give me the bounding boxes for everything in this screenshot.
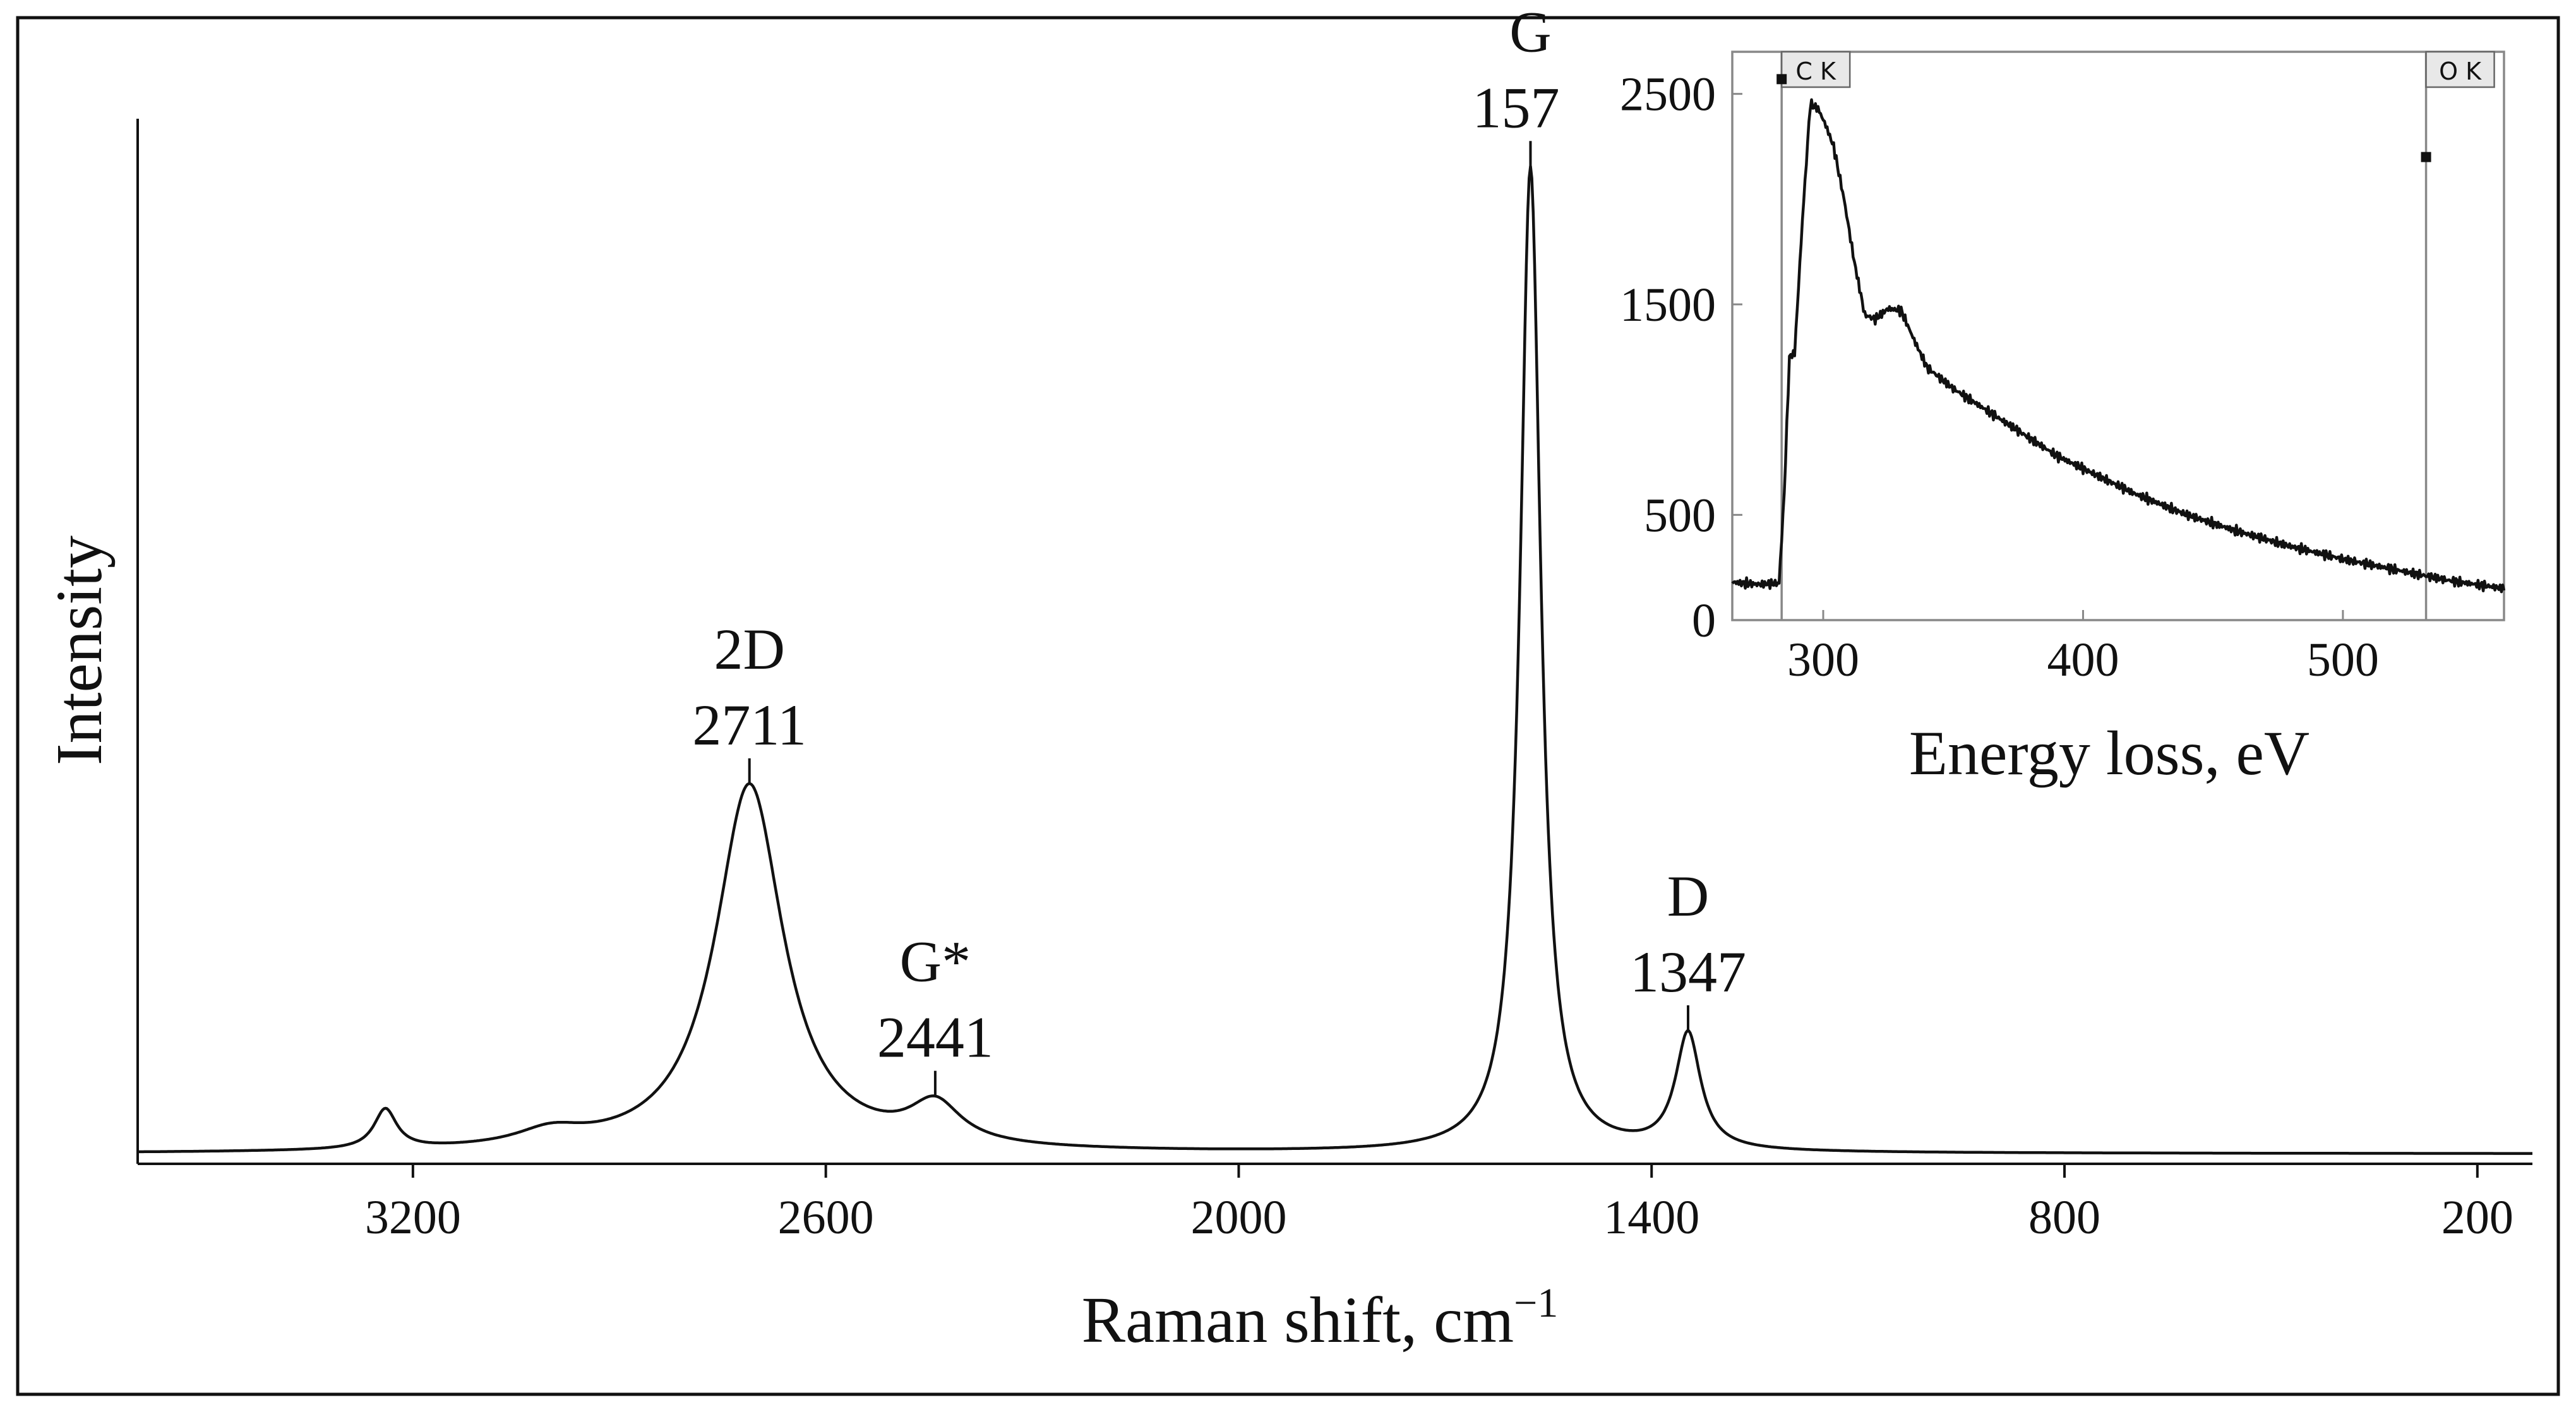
eels-spectrum-line xyxy=(1731,98,2506,594)
raman-x-tick-label: 1400 xyxy=(1603,1191,1699,1244)
eels-edge-label: O K xyxy=(2439,57,2482,85)
raman-x-axis-label-sup: −1 xyxy=(1514,1280,1558,1326)
peak-name-label: G xyxy=(1509,0,1551,64)
eels-ticks: 300 400 500 0 500 1500 2500 xyxy=(1620,68,2379,686)
raman-spectrum-line xyxy=(137,165,2533,1155)
eels-x-tick-label: 500 xyxy=(2307,633,2379,686)
peak-name-label: G* xyxy=(900,930,971,994)
raman-x-tick-label: 200 xyxy=(2441,1191,2513,1244)
peak-value-label: 2711 xyxy=(692,693,806,757)
peak-name-label: D xyxy=(1667,864,1709,928)
peak-value-label: 1347 xyxy=(1630,940,1746,1004)
eels-inset: C K O K 300 400 500 0 500 1500 2500 Energy loss… xyxy=(1560,33,2536,788)
raman-ticks: 3200 2600 2000 1400 800 200 xyxy=(365,1164,2513,1244)
raman-x-axis-label: Raman shift, cm−1 xyxy=(1082,1280,1559,1356)
eels-markers xyxy=(1776,74,2431,162)
eels-y-tick-label: 0 xyxy=(1692,594,1716,647)
eels-edge-tag xyxy=(2425,51,2495,88)
eels-y-tick-label: 2500 xyxy=(1620,68,1716,121)
eels-edge-label: C K xyxy=(1795,57,1836,85)
raman-x-tick-label: 800 xyxy=(2028,1191,2100,1244)
eels-point-marker xyxy=(1776,74,1787,85)
eels-edge-tag xyxy=(1780,51,1851,88)
raman-x-axis-label-main: Raman shift, cm xyxy=(1082,1284,1514,1356)
raman-plot: 3200 2600 2000 1400 800 200 2D2711G*2441G1576… xyxy=(43,0,2533,1356)
eels-plot-frame xyxy=(1731,51,2505,621)
raman-x-tick-label: 2000 xyxy=(1190,1191,1286,1244)
peak-value-label: 2441 xyxy=(877,1005,993,1070)
eels-x-tick-label: 400 xyxy=(2047,633,2119,686)
eels-x-axis-label: Energy loss, eV xyxy=(1909,718,2309,788)
eels-inset-background xyxy=(1560,33,2536,695)
eels-x-tick-label: 300 xyxy=(1787,633,1859,686)
eels-y-tick-label: 1500 xyxy=(1620,278,1716,332)
peak-name-label: 2D xyxy=(714,617,784,681)
raman-y-axis-label: Intensity xyxy=(43,535,116,765)
eels-y-tick-label: 500 xyxy=(1644,489,1716,542)
eels-point-marker xyxy=(2421,152,2431,162)
raman-x-tick-label: 3200 xyxy=(365,1191,461,1244)
raman-x-tick-label: 2600 xyxy=(778,1191,874,1244)
